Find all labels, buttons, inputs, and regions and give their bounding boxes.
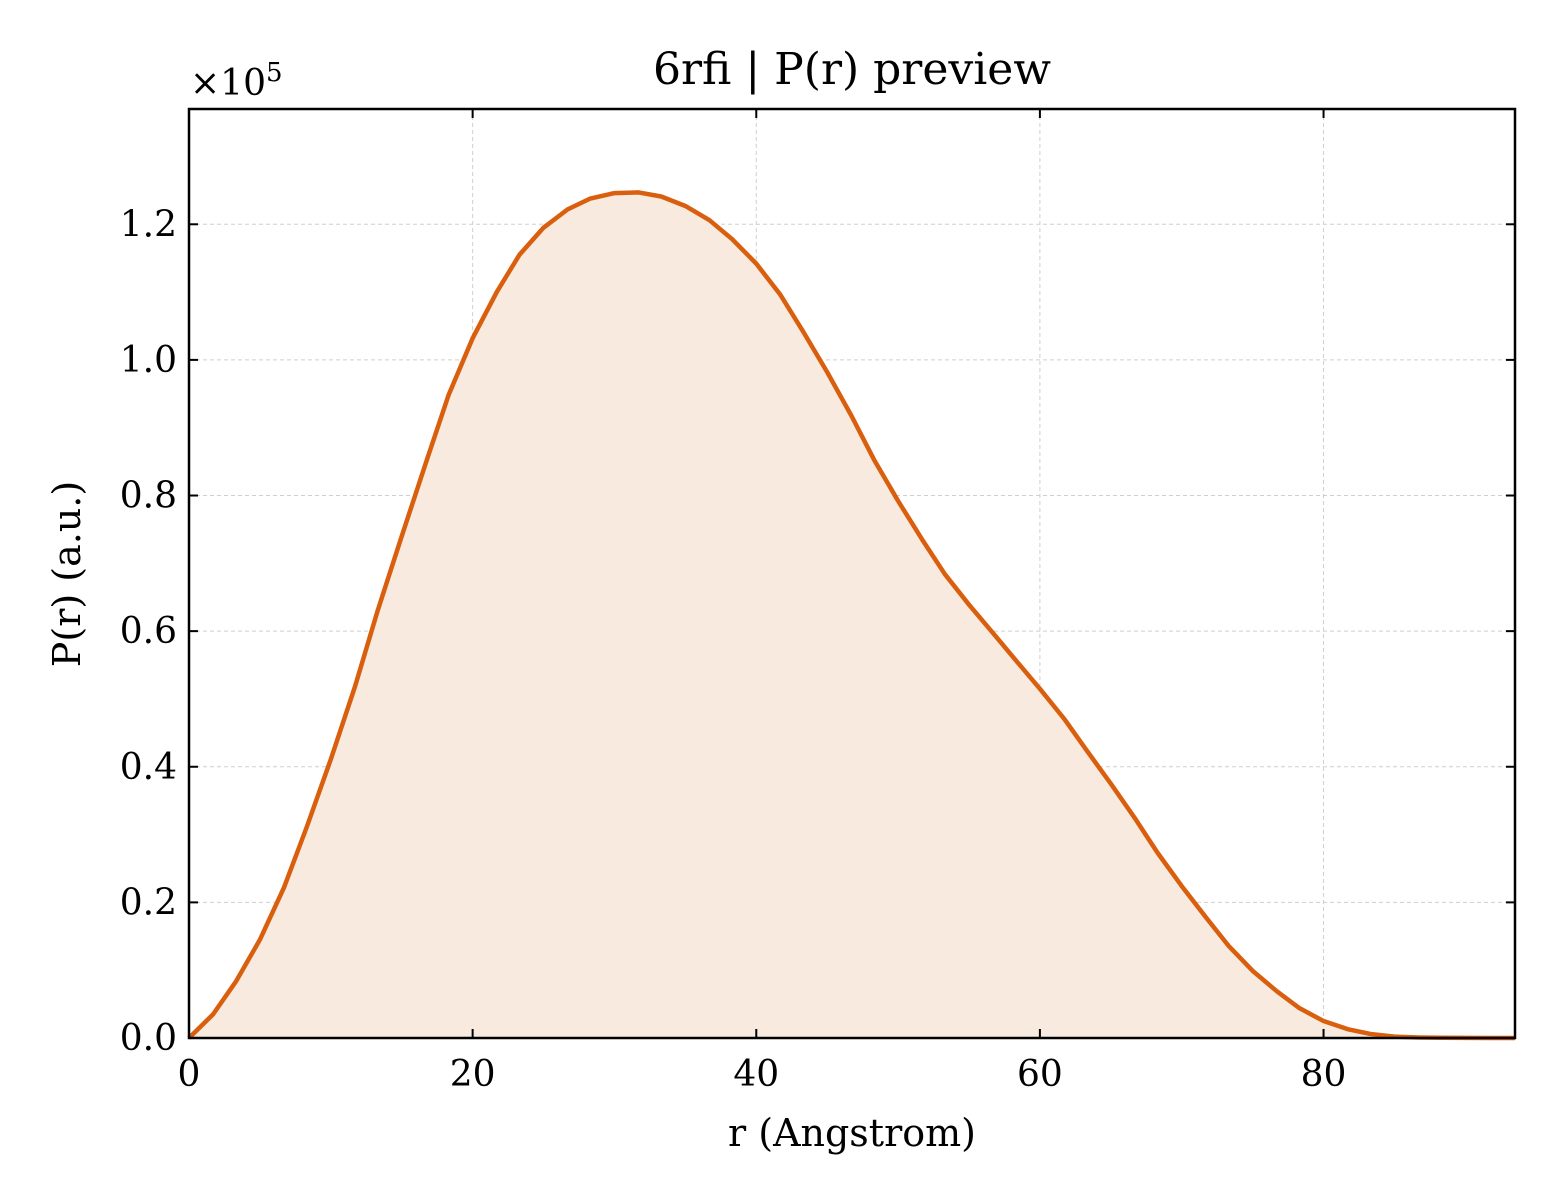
area-fill — [189, 192, 1515, 1038]
y-tick-label: 0.6 — [120, 611, 177, 652]
axis-ticks: 0 20 40 60 80 0.0 0.2 0.4 0.6 0.8 1.0 1.2 — [120, 109, 1515, 1095]
y-axis-multiplier: ×105 — [190, 58, 283, 104]
y-tick-label: 0.0 — [120, 1018, 177, 1059]
x-tick-label: 60 — [1017, 1054, 1063, 1095]
series-line — [187, 190, 1516, 1041]
x-tick-label: 80 — [1301, 1054, 1347, 1095]
y-axis-multiplier-base: ×10 — [190, 63, 266, 104]
y-tick-label: 0.4 — [120, 747, 177, 788]
y-tick-label: 1.0 — [120, 340, 177, 381]
x-tick-label: 40 — [733, 1054, 779, 1095]
chart-title: 6rfi | P(r) preview — [653, 44, 1051, 95]
y-tick-label: 0.8 — [120, 476, 177, 517]
x-tick-label: 0 — [178, 1054, 201, 1095]
x-axis-label: r (Angstrom) — [728, 1111, 976, 1155]
y-axis-multiplier-exponent: 5 — [266, 58, 283, 88]
plot-frame — [187, 107, 1517, 1040]
y-tick-label: 0.2 — [120, 882, 177, 923]
x-tick-label: 20 — [450, 1054, 496, 1095]
y-axis-label: P(r) (a.u.) — [45, 481, 89, 667]
y-tick-label: 1.2 — [120, 204, 177, 245]
